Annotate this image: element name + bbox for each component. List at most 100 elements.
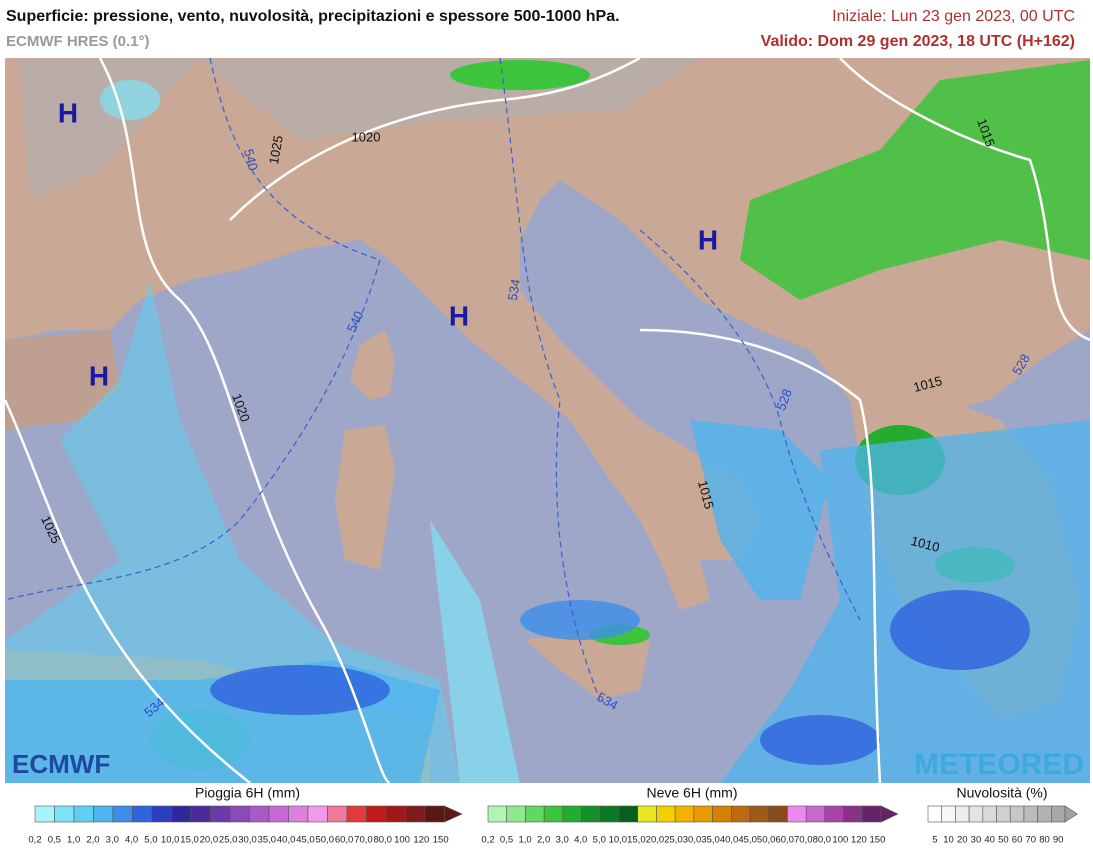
high-pressure: H [449,300,469,331]
legend-label: 90 [1053,835,1064,846]
corsica [350,330,395,400]
legend-arrow [880,805,899,823]
legend-swatch [151,805,172,823]
legend-swatch [366,805,387,823]
legend-swatch [731,805,751,823]
legend-label: 80,0 [813,835,832,846]
legend-arrow [1064,805,1078,823]
legend-title: Neve 6H (mm) [646,785,737,801]
isobar-label: 1025 [266,134,286,165]
legend-label: 5,0 [144,835,157,846]
legend-label: 3,0 [556,835,569,846]
legend-label: 60,0 [335,835,354,846]
rain [5,80,1090,783]
legend-label: 5 [932,835,937,846]
thickness-lines [5,58,861,701]
legend-swatch [581,805,601,823]
legend-label: 45,0 [296,835,315,846]
legend-label: 10,0 [609,835,628,846]
legend-label: 20 [957,835,968,846]
legend-label: 40,0 [277,835,296,846]
legend-label: 100 [394,835,410,846]
legend-swatch [768,805,788,823]
legend-swatch [288,805,309,823]
sardinia [335,425,395,570]
legend-swatch [941,805,956,823]
legend-swatch [787,805,807,823]
legend-swatch [1009,805,1025,823]
legend-swatch [210,805,231,823]
legend-label: 35,0 [701,835,720,846]
legend-label: 25,0 [219,835,238,846]
legend-label: 3,0 [106,835,119,846]
legend-label: 45,0 [738,835,757,846]
legend-label: 35,0 [258,835,277,846]
legend-label: 50,0 [316,835,335,846]
legend-label: 60,0 [775,835,794,846]
legend-swatch [229,805,250,823]
legend-label: 0,2 [28,835,41,846]
legend-swatch [862,805,882,823]
legend-swatch [405,805,426,823]
legend-swatch [54,805,75,823]
legend-swatch [1037,805,1052,823]
legend-title: Pioggia 6H (mm) [195,785,300,801]
legend-label: 0,2 [481,835,494,846]
legend-label: 30,0 [683,835,702,846]
legend-swatch [190,805,211,823]
legend-arrow [444,805,463,823]
legend: Pioggia 6H (mm) 0,2 0,5 1,0 2,0 3,0 4,0 5,0 10,0… [28,785,1078,846]
legend-swatch [132,805,153,823]
valid: Valido: Dom 29 gen 2023, 18 UTC (H+162) [761,33,1075,50]
legend-label: 1,0 [518,835,531,846]
legend-label: 50 [998,835,1009,846]
legend-label: 30 [971,835,982,846]
legend-swatch [112,805,133,823]
high-pressure: H [89,360,109,391]
legend-label: 70,0 [794,835,813,846]
clouds [20,58,700,200]
legend-swatch [543,805,564,823]
legend-label: 40,0 [720,835,739,846]
logo: ECMWF [12,749,110,779]
legend-label: 150 [870,835,886,846]
legend-swatch [805,805,826,823]
isobar-label: 1015 [912,373,944,395]
legend-label: 70,0 [354,835,373,846]
legend-swatch [327,805,348,823]
legend-swatch [268,805,289,823]
legend-swatch [171,805,192,823]
legend-swatch [73,805,94,823]
legend-label: 15,0 [627,835,646,846]
legend-label: 0,5 [500,835,513,846]
legend-label: 120 [851,835,867,846]
legend-swatch [487,805,508,823]
legend-label: 15,0 [180,835,199,846]
legend-label: 30,0 [238,835,257,846]
legend-label: 2,0 [86,835,99,846]
legend-swatch [346,805,367,823]
thickness-label: 534 [505,278,524,302]
legend-label: 4,0 [574,835,587,846]
legend-label: 10 [943,835,954,846]
legend-swatch [385,805,406,823]
legend-label: 20,0 [646,835,665,846]
high-pressure: H [58,97,78,128]
legend-swatch [637,805,657,823]
legend-swatch [307,805,328,823]
isobars [5,58,1090,783]
legend-label: 150 [433,835,449,846]
legend-swatch [693,805,713,823]
legend-label: 10,0 [161,835,180,846]
legend-swatch [712,805,732,823]
legend-label: 60 [1012,835,1023,846]
isobar-label: 1010 [909,533,941,555]
legend-swatch [562,805,582,823]
legend-title: Nuvolosità (%) [956,785,1047,801]
legend-swatch [34,805,55,823]
legend-label: 20,0 [200,835,219,846]
legend-swatch [618,805,639,823]
logo: METEORED [914,748,1084,781]
legend-swatch [996,805,1011,823]
